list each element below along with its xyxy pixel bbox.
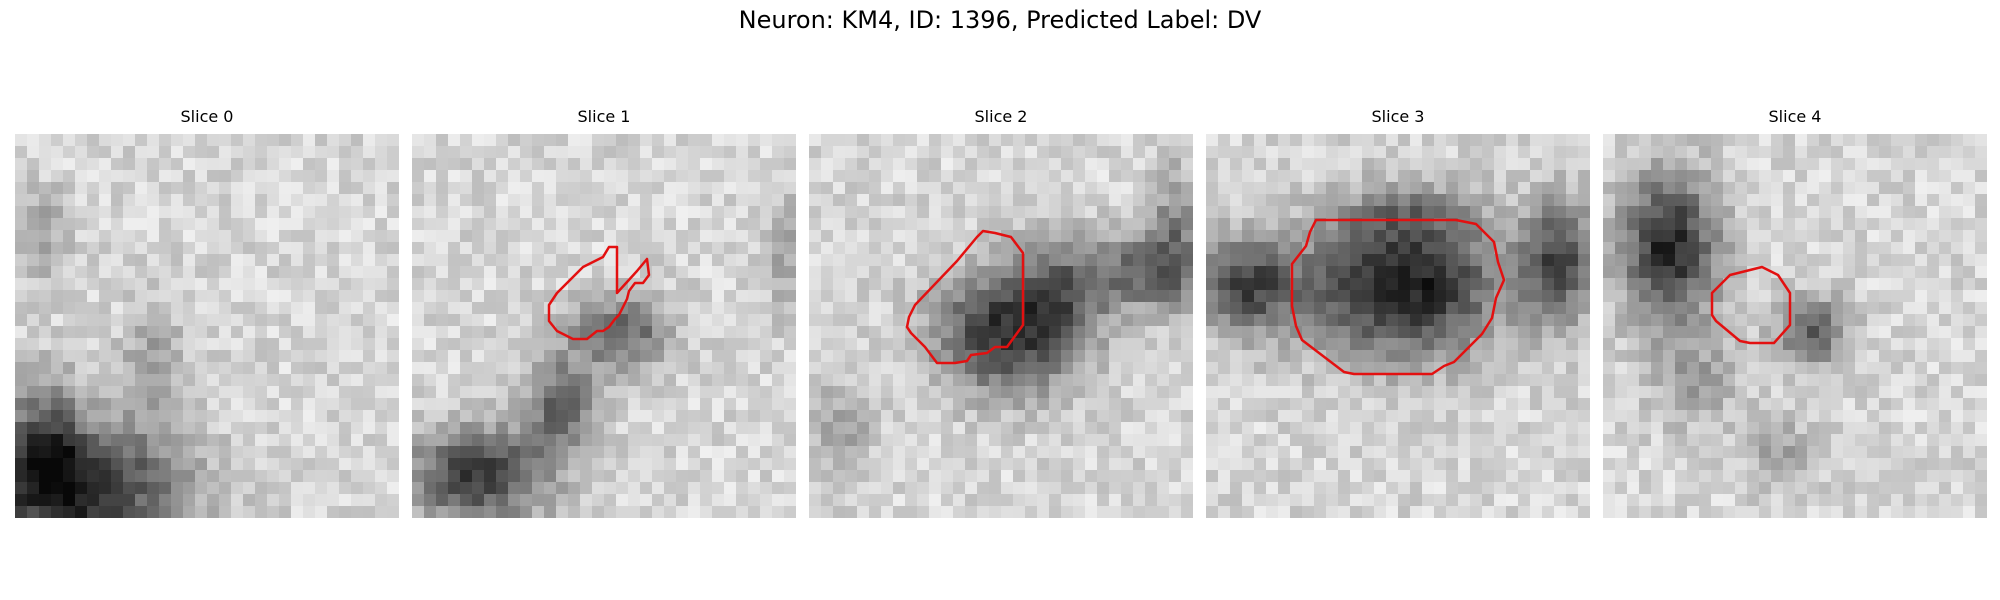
- slice-image: [809, 134, 1193, 518]
- segmentation-contour: [905, 229, 1025, 365]
- segmentation-contour: [1710, 265, 1792, 345]
- slice-image: [1206, 134, 1590, 518]
- slice-panel-4: Slice 4: [1603, 104, 1987, 518]
- slice-image: [15, 134, 399, 518]
- slice-title: Slice 4: [1768, 107, 1822, 126]
- slice-panel-1: Slice 1: [412, 104, 796, 518]
- segmentation-contour: [547, 245, 651, 341]
- slice-panel-0: Slice 0: [15, 104, 399, 518]
- slice-panel-3: Slice 3: [1206, 104, 1590, 518]
- slice-title: Slice 0: [180, 107, 234, 126]
- slice-panel-2: Slice 2: [809, 104, 1193, 518]
- slice-title: Slice 1: [577, 107, 631, 126]
- slice-image: [412, 134, 796, 518]
- figure-title: Neuron: KM4, ID: 1396, Predicted Label: …: [738, 6, 1262, 34]
- slice-title: Slice 2: [974, 107, 1028, 126]
- segmentation-contour: [1290, 218, 1506, 376]
- slice-image: [1603, 134, 1987, 518]
- slice-title: Slice 3: [1371, 107, 1425, 126]
